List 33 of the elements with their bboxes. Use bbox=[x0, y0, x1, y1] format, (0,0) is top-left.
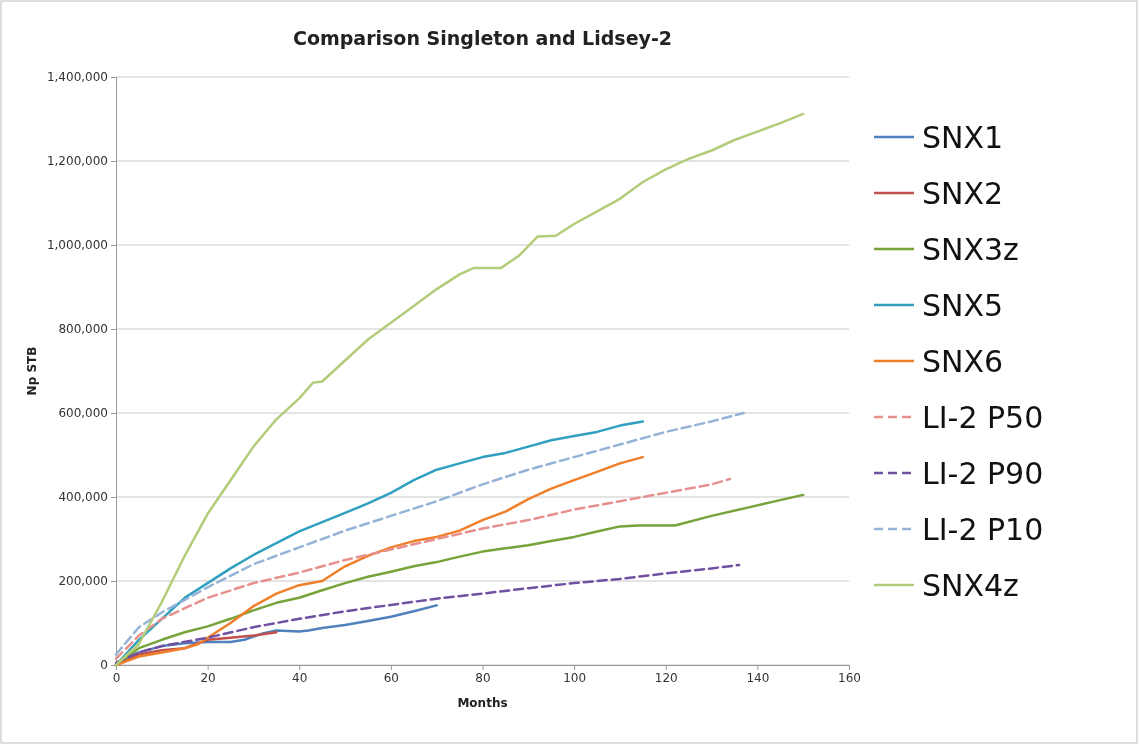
legend-label: SNX3z bbox=[922, 232, 1019, 267]
legend-label: LI-2 P90 bbox=[922, 456, 1044, 491]
line-series bbox=[114, 112, 805, 667]
x-tick-label: 60 bbox=[383, 670, 400, 685]
legend-label: LI-2 P50 bbox=[922, 400, 1044, 435]
x-tick-label: 20 bbox=[200, 670, 216, 685]
legend-label: SNX5 bbox=[922, 288, 1004, 323]
y-tick-label: 600,000 bbox=[58, 406, 108, 421]
legend-label: LI-2 P10 bbox=[922, 512, 1044, 547]
y-tick-label: 800,000 bbox=[58, 322, 108, 337]
line-series bbox=[114, 563, 741, 665]
y-tick-label: 1,200,000 bbox=[46, 154, 108, 169]
x-tick-label: 0 bbox=[112, 670, 121, 685]
x-tick-label: 80 bbox=[475, 670, 491, 685]
y-tick-label: 200,000 bbox=[58, 574, 108, 589]
x-tick-label: 160 bbox=[838, 670, 861, 685]
y-tick-label: 1,400,000 bbox=[46, 70, 108, 85]
x-tick-label: 140 bbox=[746, 670, 770, 685]
line-series bbox=[114, 411, 745, 656]
y-tick-label: 0 bbox=[100, 658, 108, 673]
legend-label: SNX1 bbox=[922, 120, 1004, 155]
y-tick-label: 1,000,000 bbox=[46, 238, 108, 253]
legend-label: SNX4z bbox=[922, 568, 1019, 603]
x-tick-label: 40 bbox=[292, 670, 308, 685]
legend-label: SNX6 bbox=[922, 344, 1004, 379]
line-series bbox=[114, 477, 732, 660]
legend-label: SNX2 bbox=[922, 176, 1004, 211]
y-axis-title: Np STB bbox=[25, 346, 39, 396]
x-axis-title: Months bbox=[457, 696, 508, 710]
x-tick-label: 120 bbox=[654, 670, 678, 685]
chart-title: Comparison Singleton and Lidsey-2 bbox=[292, 27, 673, 49]
y-tick-label: 400,000 bbox=[58, 490, 108, 505]
x-tick-label: 100 bbox=[563, 670, 587, 685]
